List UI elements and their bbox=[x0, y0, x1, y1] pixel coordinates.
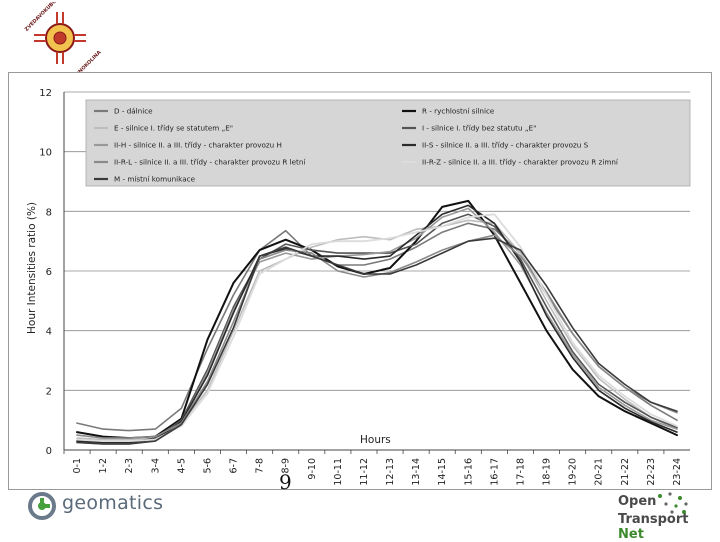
legend-label-1: R - rychlostní silnice bbox=[422, 107, 495, 116]
open-transport-net-logo: Open Transport Net bbox=[614, 490, 714, 542]
y-tick-label: 4 bbox=[46, 327, 52, 338]
legend-label-4: II-H - silnice II. a III. třídy - charak… bbox=[114, 141, 282, 150]
legend-label-2: E - silnice I. třídy se statutem „E" bbox=[114, 124, 233, 133]
series-line-3 bbox=[76, 213, 678, 444]
y-axis-title: Hour Intensities ratio (%) bbox=[26, 202, 38, 334]
x-tick-label: 21-22 bbox=[620, 458, 631, 486]
legend-label-7: II-R-Z - silnice II. a III. třídy - char… bbox=[422, 158, 619, 167]
series-line-4 bbox=[76, 207, 678, 445]
y-tick-label: 6 bbox=[46, 267, 52, 278]
y-tick-label: 12 bbox=[39, 88, 52, 99]
geomatics-mark-icon bbox=[28, 492, 56, 520]
seal-logo: ZVEDAVOKUBOVNIK HUDNOKOLINA bbox=[24, 2, 102, 74]
x-tick-label: 11-12 bbox=[359, 458, 370, 486]
legend-label-0: D - dálnice bbox=[114, 107, 153, 116]
x-tick-label: 22-23 bbox=[646, 458, 657, 486]
seal-text-bottom: HUDNOKOLINA bbox=[69, 50, 102, 74]
series-line-7 bbox=[76, 213, 678, 443]
geomatics-text: geomatics bbox=[62, 492, 164, 514]
otn-transport-text: Transport bbox=[618, 512, 689, 527]
seal-emblem-icon bbox=[34, 12, 86, 64]
series-layer bbox=[76, 199, 678, 445]
y-tick-label: 8 bbox=[46, 207, 52, 218]
x-tick-label: 15-16 bbox=[463, 458, 474, 486]
x-tick-label: 12-13 bbox=[385, 458, 396, 486]
x-tick-label: 18-19 bbox=[542, 458, 553, 486]
otn-net-text: Net bbox=[618, 527, 644, 542]
y-tick-label: 0 bbox=[46, 446, 52, 457]
x-tick-label: 9-10 bbox=[307, 458, 318, 480]
series-line-8 bbox=[76, 237, 678, 445]
x-tick-label: 20-21 bbox=[594, 458, 605, 486]
legend-box bbox=[85, 99, 691, 187]
x-tick-label: 1-2 bbox=[98, 458, 109, 474]
series-line-5 bbox=[76, 204, 678, 444]
legend-label-5: II-S - silnice II. a III. třídy - charak… bbox=[422, 141, 589, 150]
x-tick-label: 19-20 bbox=[568, 458, 579, 486]
x-tick-label: 10-11 bbox=[333, 458, 344, 486]
x-tick-label: 4-5 bbox=[176, 458, 187, 474]
legend-label-8: M - místní komunikace bbox=[114, 175, 196, 184]
x-tick-label: 14-15 bbox=[437, 458, 448, 486]
geomatics-logo: geomatics bbox=[26, 490, 163, 530]
legend: D - dálnice E - silnice I. třídy se statu… bbox=[85, 99, 691, 187]
x-tick-label: 6-7 bbox=[229, 458, 240, 474]
x-tick-label: 3-4 bbox=[150, 458, 161, 474]
x-tick-label: 5-6 bbox=[202, 458, 213, 474]
y-tick-label: 10 bbox=[39, 148, 52, 159]
x-tick-label: 8-9 bbox=[281, 458, 292, 474]
series-line-1 bbox=[76, 199, 678, 440]
header-bar: ZVEDAVOKUBOVNIK HUDNOKOLINA bbox=[0, 0, 720, 74]
x-tick-label: 16-17 bbox=[489, 458, 500, 486]
x-tick-label: 2-3 bbox=[124, 458, 135, 474]
line-chart: 0 2 4 6 8 10 12 0-1 1-2 2-3 3-4 4-5 5-6 6-7 7-8 8-9 9-10… bbox=[26, 88, 691, 486]
x-tick-label: 13-14 bbox=[411, 458, 422, 486]
x-tick-label: 23-24 bbox=[672, 458, 683, 486]
axis-layer: 0 2 4 6 8 10 12 0-1 1-2 2-3 3-4 4-5 5-6 6-7 7-8 8-9 9-10… bbox=[39, 88, 683, 486]
otn-line2: Transport Net bbox=[618, 512, 714, 542]
otn-line1: Open bbox=[618, 494, 657, 509]
x-tick-label: 17-18 bbox=[515, 458, 526, 486]
legend-label-3: I - silnice I. třídy bez statutu „E" bbox=[422, 124, 536, 133]
x-axis-title: Hours bbox=[360, 434, 391, 446]
legend-label-6: II-R-L - silnice II. a III. třídy - char… bbox=[114, 158, 306, 167]
y-tick-label: 2 bbox=[46, 386, 52, 397]
network-dots-icon bbox=[658, 492, 688, 514]
page-number: 9 bbox=[279, 470, 292, 494]
series-line-6 bbox=[76, 234, 678, 439]
x-tick-label: 0-1 bbox=[72, 458, 83, 474]
x-tick-label: 7-8 bbox=[255, 458, 266, 474]
series-line-0 bbox=[76, 222, 678, 432]
